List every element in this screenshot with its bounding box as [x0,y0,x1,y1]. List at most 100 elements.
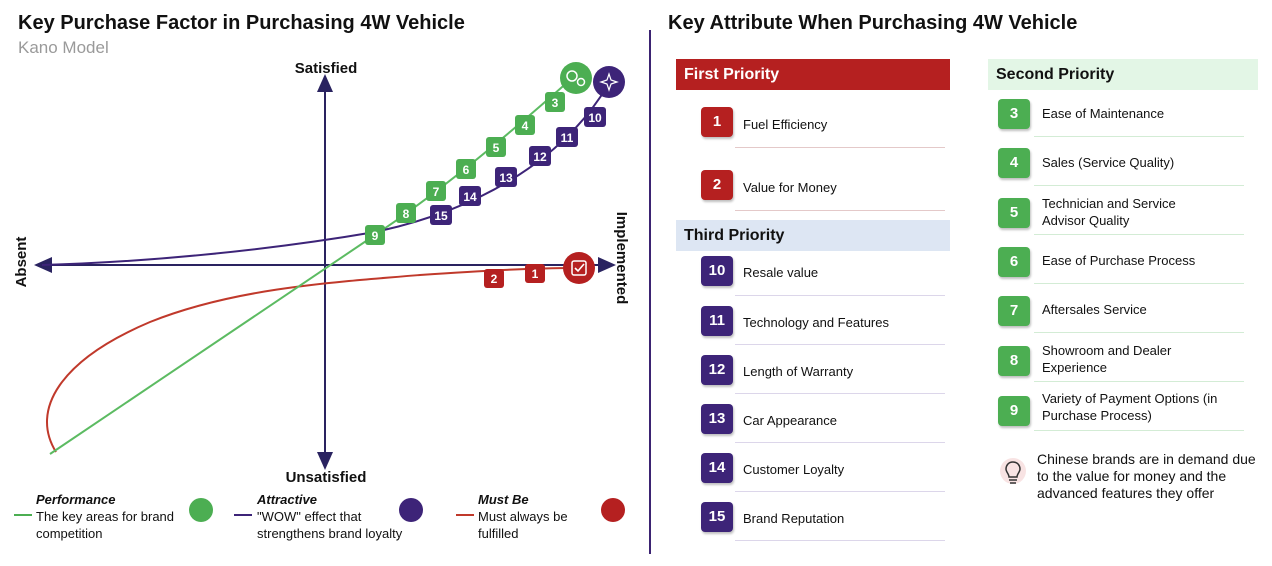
row-divider [1034,185,1244,186]
left-title: Key Purchase Factor in Purchasing 4W Veh… [18,12,465,34]
row-divider [735,344,945,345]
svg-text:8: 8 [403,207,410,221]
priority-number: 2 [701,170,733,200]
row-divider [735,210,945,211]
priority-number: 4 [998,148,1030,178]
svg-text:10: 10 [588,111,602,125]
svg-text:3: 3 [552,96,559,110]
performance-badge: 5 [486,137,506,157]
priority-number: 9 [998,396,1030,426]
attractive-badge: 15 [430,205,452,225]
left-subtitle: Kano Model [18,38,109,57]
gears-icon [560,62,592,94]
attribute-label: Ease of Maintenance [1042,106,1165,121]
row-divider [1034,332,1244,333]
svg-text:13: 13 [499,171,513,185]
svg-text:15: 15 [434,209,448,223]
attribute-label: Ease of Purchase Process [1042,253,1196,268]
row-divider [735,540,945,541]
axis-label-absent: Absent [13,237,30,288]
row-divider [1034,136,1244,137]
row-divider [1034,234,1244,235]
axis-label-unsatisfied: Unsatisfied [286,469,367,486]
must-be-legend-text: Must always be fulfilled [478,509,568,541]
attribute-label: Technology and Features [743,315,889,330]
priority-number: 13 [701,404,733,434]
sparkle-hand-icon [593,66,625,98]
gears-icon [189,498,213,522]
must-be-curve [46,267,576,453]
svg-text:5: 5 [493,141,500,155]
priority-number: 15 [701,502,733,532]
priority-number: 12 [701,355,733,385]
row-divider [1034,381,1244,382]
svg-text:9: 9 [372,229,379,243]
performance-badge: 9 [365,225,385,245]
attribute-label: Sales (Service Quality) [1042,155,1175,170]
row-divider [735,295,945,296]
panel-divider [649,30,651,554]
svg-text:14: 14 [463,190,477,204]
performance-badge: 3 [545,92,565,112]
attractive-legend: Attractive "WOW" effect that strengthens… [257,491,422,542]
row-divider [735,491,945,492]
must-be-badge: 1 [525,264,545,283]
performance-badge: 4 [515,115,535,135]
third-priority-header: Third Priority [676,220,950,251]
priority-number: 14 [701,453,733,483]
attribute-label: Value for Money [743,180,837,195]
svg-text:4: 4 [522,119,529,133]
priority-number: 8 [998,346,1030,376]
right-title: Key Attribute When Purchasing 4W Vehicle [668,12,1078,34]
priority-number: 10 [701,256,733,286]
priority-number: 3 [998,99,1030,129]
must-be-legend-line [456,514,474,516]
attractive-badge: 10 [584,107,606,127]
attractive-legend-title: Attractive [257,492,317,507]
must-be-badge: 2 [484,269,504,288]
priority-number: 5 [998,198,1030,228]
attribute-label: Showroom and Dealer Experience [1042,343,1172,375]
row-divider [735,442,945,443]
lightbulb-icon [1000,458,1026,484]
svg-text:6: 6 [463,163,470,177]
performance-legend-title: Performance [36,492,116,507]
checkbox-icon [601,498,625,522]
priority-number: 7 [998,296,1030,326]
attractive-badge: 13 [495,167,517,187]
second-priority-header: Second Priority [988,59,1258,90]
checkbox-icon [563,252,595,284]
attribute-label: Customer Loyalty [743,462,845,477]
attractive-legend-line [234,514,252,516]
first-priority-header: First Priority [676,59,950,90]
attractive-badge: 14 [459,186,481,206]
svg-text:7: 7 [433,185,440,199]
must-be-legend-title: Must Be [478,492,529,507]
performance-badge: 7 [426,181,446,201]
svg-text:12: 12 [533,150,547,164]
attractive-legend-text: "WOW" effect that strengthens brand loya… [257,509,403,541]
performance-badge: 6 [456,159,476,179]
kano-chart: Satisfied Unsatisfied Absent Implemented… [13,60,630,486]
must-be-legend: Must Be Must always be fulfilled [478,491,588,542]
performance-badge: 8 [396,203,416,223]
performance-line [49,79,571,455]
attribute-label: Brand Reputation [743,511,845,526]
svg-text:1: 1 [532,267,539,281]
attribute-label: Car Appearance [743,413,837,428]
attractive-badge: 11 [556,127,578,147]
axis-label-satisfied: Satisfied [295,60,358,77]
row-divider [735,393,945,394]
row-divider [1034,430,1244,431]
axis-label-implemented: Implemented [613,212,630,305]
attribute-label: Resale value [743,265,819,280]
svg-text:11: 11 [561,131,574,145]
attribute-label: Fuel Efficiency [743,117,828,132]
row-divider [735,147,945,148]
insight-note: Chinese brands are in demand due to the … [1037,451,1256,501]
attribute-label: Aftersales Service [1042,302,1147,317]
attribute-label: Variety of Payment Options (in Purchase … [1042,391,1218,423]
priority-number: 6 [998,247,1030,277]
row-divider [1034,283,1244,284]
priority-number: 1 [701,107,733,137]
